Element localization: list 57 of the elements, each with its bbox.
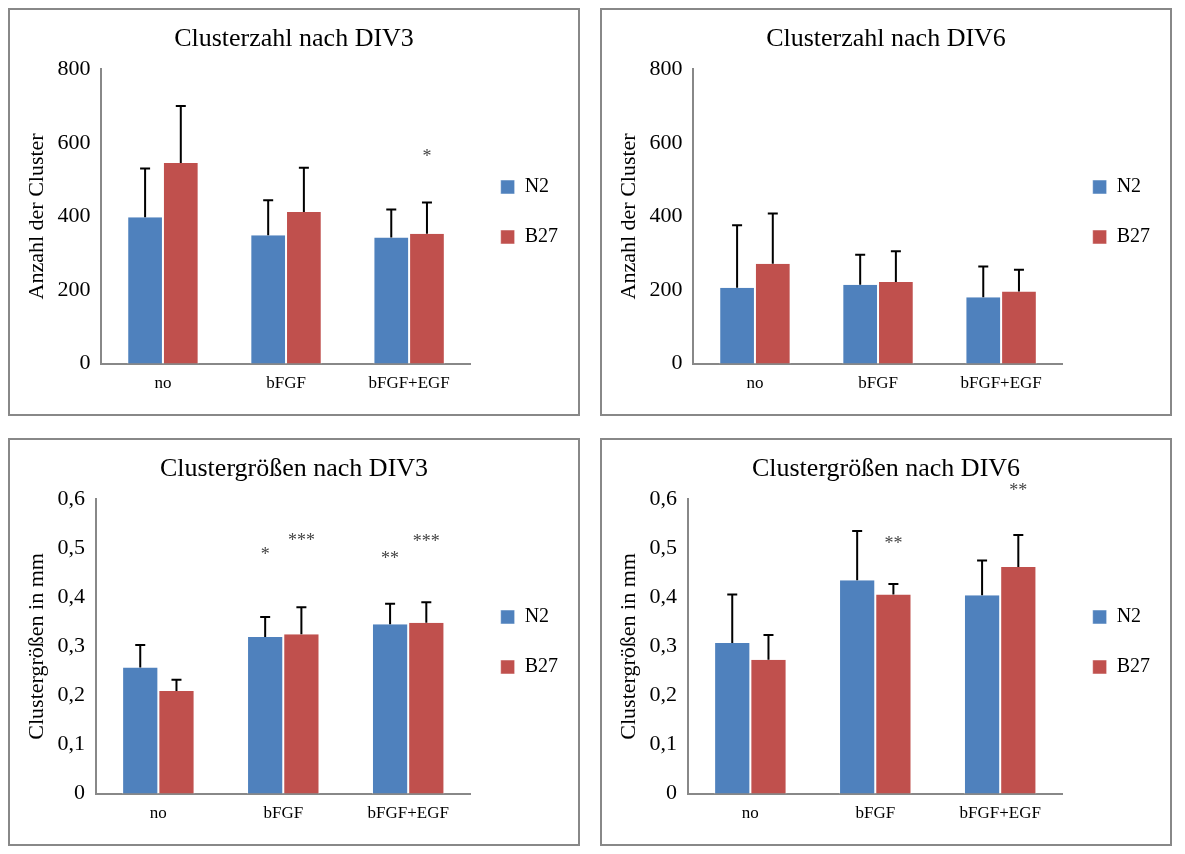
chart-title: Clustergrößen nach DIV3 <box>159 453 429 483</box>
y-tick-label: 400 <box>57 202 91 228</box>
y-tick-label: 0 <box>665 779 677 805</box>
y-tick-label: 0 <box>79 349 91 375</box>
legend-label: N2 <box>1116 604 1142 627</box>
x-tick-label: bFGF <box>266 373 306 393</box>
y-tick-label: 600 <box>649 128 683 154</box>
x-tick-label: bFGF+EGF <box>960 373 1042 393</box>
y-tick-label: 0,6 <box>57 484 85 510</box>
annotation: ** <box>884 532 903 553</box>
y-axis-title: Clustergrößen in mm <box>22 553 48 740</box>
annotation: * <box>422 146 432 167</box>
legend-label: N2 <box>524 174 550 197</box>
y-tick-label: 0,3 <box>649 632 677 658</box>
x-tick-label: bFGF <box>858 373 898 393</box>
y-axis-title: Anzahl der Cluster <box>22 132 48 300</box>
annotation: * <box>260 543 270 564</box>
y-tick-label: 0,5 <box>57 534 85 560</box>
x-tick-label: bFGF+EGF <box>367 803 449 823</box>
y-tick-label: 0 <box>73 779 85 805</box>
y-axis-title: Anzahl der Cluster <box>614 132 640 300</box>
y-axis-title: Clustergrößen in mm <box>614 553 640 740</box>
y-tick-label: 0,6 <box>649 484 677 510</box>
annotation: *** <box>287 529 315 550</box>
x-tick-label: no <box>741 803 759 823</box>
annotation: *** <box>412 530 440 551</box>
y-tick-label: 0,2 <box>649 681 677 707</box>
y-tick-label: 0,5 <box>649 534 677 560</box>
x-tick-label: bFGF+EGF <box>368 373 450 393</box>
x-tick-label: no <box>154 373 172 393</box>
chart-title: Clusterzahl nach DIV3 <box>174 23 414 53</box>
y-tick-label: 0 <box>671 349 683 375</box>
y-tick-label: 0,1 <box>649 730 677 756</box>
legend-label: B27 <box>524 654 558 677</box>
legend-label: N2 <box>524 604 550 627</box>
x-tick-label: no <box>746 373 764 393</box>
legend-label: N2 <box>1116 174 1142 197</box>
y-tick-label: 800 <box>649 54 683 80</box>
y-tick-label: 0,2 <box>57 681 85 707</box>
y-tick-label: 400 <box>649 202 683 228</box>
y-tick-label: 200 <box>57 275 91 301</box>
y-tick-label: 0,1 <box>57 730 85 756</box>
legend-label: B27 <box>524 224 558 247</box>
y-tick-label: 0,4 <box>649 583 677 609</box>
x-tick-label: bFGF <box>263 803 304 823</box>
y-tick-label: 0,4 <box>57 583 85 609</box>
legend-label: B27 <box>1116 654 1150 677</box>
y-tick-label: 600 <box>57 128 91 154</box>
annotation: ** <box>381 548 400 569</box>
y-tick-label: 0,3 <box>57 632 85 658</box>
y-tick-label: 200 <box>649 275 683 301</box>
chart-title: Clusterzahl nach DIV6 <box>766 23 1006 53</box>
legend-label: B27 <box>1116 224 1150 247</box>
x-tick-label: bFGF+EGF <box>959 803 1041 823</box>
x-tick-label: no <box>149 803 167 823</box>
y-tick-label: 800 <box>57 54 91 80</box>
x-tick-label: bFGF <box>855 803 896 823</box>
